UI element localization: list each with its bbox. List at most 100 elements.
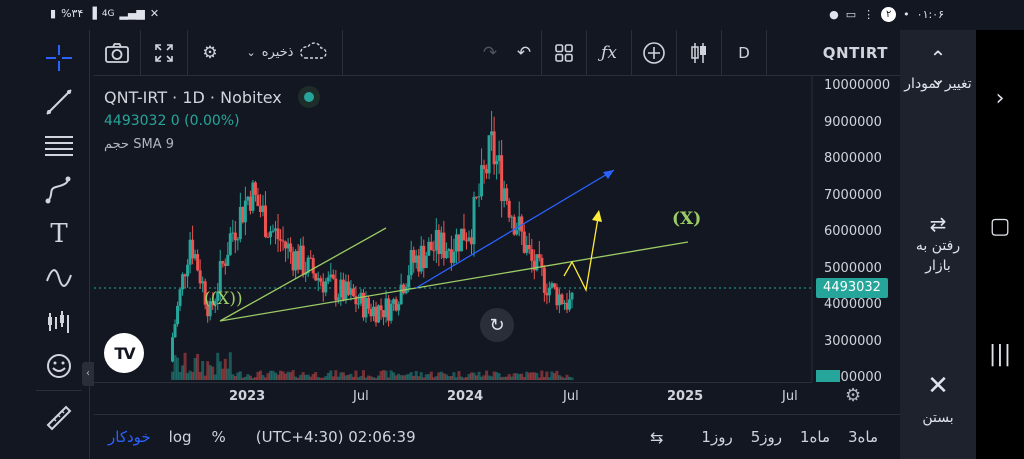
volume-bar	[560, 376, 564, 380]
candle-body	[515, 230, 519, 235]
range-5d[interactable]: 5روز	[750, 428, 782, 446]
reset-chart-icon[interactable]: ↻	[480, 308, 514, 342]
range-1m[interactable]: 1ماه	[799, 428, 830, 446]
symbol-button[interactable]: QNTIRT	[822, 43, 888, 62]
brush-icon[interactable]	[28, 170, 90, 210]
candle-body	[188, 239, 192, 265]
volume-bar	[173, 355, 177, 380]
go-to-market-label[interactable]: رفتن به بازار	[915, 238, 961, 274]
volume-bar	[203, 375, 207, 380]
date-range-icon[interactable]: ⇆	[650, 427, 664, 447]
candle-body	[500, 155, 504, 202]
volume-bar	[407, 373, 411, 380]
candle-body	[326, 277, 330, 282]
volume-bar	[351, 376, 355, 380]
time-axis[interactable]: 2023 Jul 2024 Jul 2025 Jul	[94, 382, 812, 412]
percent-scale-button[interactable]: %	[211, 428, 226, 446]
candle-body	[208, 301, 212, 317]
layout-grid-icon[interactable]	[542, 30, 586, 76]
interval-button[interactable]: D	[738, 43, 750, 62]
volume-bar	[359, 376, 363, 380]
volume-bar	[349, 373, 353, 380]
collapse-toolbar-button[interactable]: ‹	[82, 362, 94, 386]
candle-body	[555, 287, 559, 306]
volume-bar	[324, 376, 328, 380]
redo-icon[interactable]: ↷	[482, 42, 498, 63]
volume-bar	[191, 371, 195, 380]
save-dropdown[interactable]: ⌄ ذخیره	[232, 30, 342, 76]
indicators-fx-icon[interactable]: ƒx	[601, 42, 617, 63]
notification-badge: ۲	[881, 7, 897, 22]
price-chart[interactable]: ((X)) (X)	[94, 76, 900, 382]
change-chart-button[interactable]: ⌃ ⌄	[900, 48, 976, 90]
forecast-icon[interactable]	[28, 302, 90, 342]
mute-icon: ✕	[149, 7, 160, 20]
wave-label-left: ((X))	[204, 289, 243, 309]
candle-body	[178, 289, 182, 306]
text-tool-icon[interactable]: T	[50, 219, 68, 249]
change-chart-label[interactable]: تغییر نمودار	[904, 76, 972, 92]
candle-body	[203, 281, 207, 305]
home-nav-icon[interactable]: ▢	[989, 214, 1011, 239]
add-compare-icon[interactable]	[632, 30, 676, 76]
close-label[interactable]: بستن	[922, 410, 954, 426]
pattern-icon[interactable]	[28, 258, 90, 298]
candle-body	[447, 249, 451, 252]
go-to-market-button[interactable]: ⇄	[900, 214, 976, 236]
candlestick-type-icon[interactable]	[677, 30, 721, 76]
volume-bar	[364, 377, 368, 380]
candle-body	[284, 241, 288, 249]
range-3m[interactable]: 3ماه	[847, 428, 878, 446]
volume-bar	[304, 374, 308, 380]
volume-bar	[510, 376, 514, 380]
price-axis[interactable]: 10000000 9000000 8000000 7000000 6000000 5000…	[812, 76, 900, 385]
candle-body	[196, 254, 200, 271]
auto-scale-button[interactable]: خودکار	[108, 428, 151, 446]
fullscreen-icon[interactable]	[141, 30, 187, 76]
candle-body	[472, 196, 476, 245]
tradingview-logo[interactable]: TV	[104, 333, 144, 373]
ruler-icon[interactable]	[28, 398, 90, 438]
volume-bar	[284, 373, 288, 380]
volume-bar	[178, 371, 182, 380]
range-1d[interactable]: 1روز	[701, 428, 733, 446]
candle-body	[236, 239, 240, 241]
candle-body	[492, 131, 496, 165]
log-scale-button[interactable]: log	[168, 428, 192, 446]
emoji-icon[interactable]	[28, 346, 90, 386]
candle-body	[263, 205, 267, 237]
volume-bar	[540, 370, 544, 380]
volume-bar	[186, 373, 190, 380]
candle-body	[449, 249, 453, 263]
back-nav-icon[interactable]: ›	[995, 86, 1005, 111]
trendline-icon[interactable]	[28, 82, 90, 122]
candle-body	[482, 165, 486, 170]
candle-body	[520, 216, 524, 232]
legend-indicator[interactable]: حجم SMA 9	[104, 137, 174, 152]
volume-bar	[434, 376, 438, 380]
price-tick: 8000000	[824, 151, 882, 166]
camera-icon[interactable]	[94, 30, 140, 76]
settings-gear-icon[interactable]: ⚙	[202, 42, 218, 63]
candle-body	[392, 299, 396, 304]
volume-bar	[382, 370, 386, 380]
undo-icon[interactable]: ↶	[516, 42, 532, 63]
close-button[interactable]: ✕	[900, 373, 976, 399]
volume-bar	[369, 376, 373, 380]
recents-nav-icon[interactable]: |||	[988, 342, 1012, 367]
fib-retracement-icon[interactable]	[28, 126, 90, 166]
volume-bar	[414, 371, 418, 380]
candle-body	[324, 281, 328, 293]
candle-body	[181, 274, 185, 290]
trendline-blue	[415, 169, 615, 289]
crosshair-icon[interactable]	[28, 38, 90, 78]
bottom-bar: خودکار log % (UTC+4:30) 02:06:39 ⇆ 1روز …	[94, 414, 900, 459]
volume-bars	[171, 352, 574, 380]
timezone-clock[interactable]: (UTC+4:30) 02:06:39	[255, 428, 416, 446]
volume-bar	[482, 375, 486, 380]
volume-bar	[354, 370, 358, 380]
volume-bar	[444, 374, 448, 380]
volume-bar	[269, 370, 272, 380]
volume-bar	[570, 377, 574, 380]
axis-settings-gear-icon[interactable]: ⚙	[845, 385, 862, 406]
